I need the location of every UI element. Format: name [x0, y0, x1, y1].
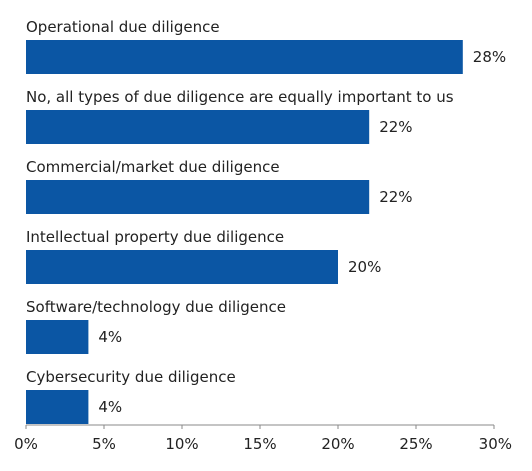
value-label: 4%	[98, 328, 122, 346]
x-tick-label: 0%	[14, 435, 38, 453]
value-label: 28%	[473, 48, 506, 66]
bar	[26, 180, 370, 214]
category-label: Intellectual property due diligence	[26, 228, 284, 246]
category-label: Software/technology due diligence	[26, 298, 286, 316]
category-label: Commercial/market due diligence	[26, 158, 280, 176]
category-label: No, all types of due diligence are equal…	[26, 88, 454, 106]
x-tick-label: 30%	[479, 435, 512, 453]
bar	[26, 110, 370, 144]
bars-layer: Operational due diligence 28% No, all type…	[26, 18, 506, 424]
bar	[26, 390, 89, 424]
value-label: 20%	[348, 258, 381, 276]
x-tick-label: 5%	[92, 435, 116, 453]
bar	[26, 40, 463, 74]
value-label: 22%	[379, 118, 412, 136]
category-label: Operational due diligence	[26, 18, 220, 36]
x-tick-label: 10%	[165, 435, 198, 453]
value-label: 22%	[379, 188, 412, 206]
x-tick-label: 25%	[399, 435, 432, 453]
category-label: Cybersecurity due diligence	[26, 368, 236, 386]
x-tick-label: 15%	[243, 435, 276, 453]
bar	[26, 250, 338, 284]
value-label: 4%	[98, 398, 122, 416]
x-axis: 0% 5% 10% 15% 20% 25% 30%	[14, 424, 512, 453]
bar	[26, 320, 89, 354]
x-tick-label: 20%	[321, 435, 354, 453]
